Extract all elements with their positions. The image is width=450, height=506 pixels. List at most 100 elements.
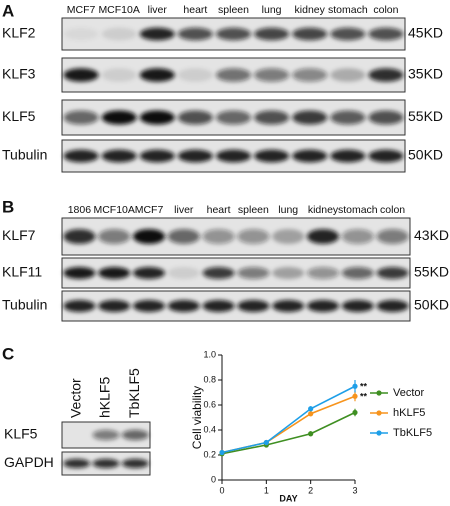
series-line: [221, 395, 356, 454]
row-label: KLF7: [2, 227, 36, 243]
bands: [63, 110, 404, 125]
band: [63, 149, 99, 163]
lane-label: spleen: [218, 4, 249, 16]
point: [352, 383, 358, 389]
band: [237, 229, 270, 244]
band: [63, 68, 99, 82]
band: [202, 229, 235, 244]
row-label: KLF2: [2, 25, 36, 41]
band: [132, 300, 166, 312]
band: [101, 149, 137, 163]
band: [376, 300, 409, 312]
band: [368, 110, 404, 125]
size-label: 35KD: [408, 66, 443, 82]
band: [63, 300, 96, 312]
point: [352, 393, 358, 399]
lane-label: colon: [380, 204, 405, 216]
point: [308, 406, 314, 412]
band: [306, 229, 340, 244]
band: [63, 110, 99, 125]
y-tick-label: 0.6: [203, 399, 216, 409]
band: [167, 300, 200, 312]
size-label: 50KD: [414, 297, 449, 313]
bands: [63, 458, 149, 469]
band: [368, 149, 404, 163]
band: [292, 149, 328, 163]
band: [272, 229, 305, 244]
row-label: KLF5: [2, 108, 36, 124]
bands: [63, 149, 404, 163]
legend-marker: [376, 390, 382, 396]
lane-label: liver: [148, 4, 168, 16]
band: [139, 149, 175, 163]
lane-label: Vector: [67, 378, 83, 418]
band: [132, 267, 166, 279]
lane-label: stomach: [338, 204, 378, 216]
y-tick-label: 0.8: [203, 374, 216, 384]
row-label: KLF3: [2, 66, 36, 82]
legend-label: TbKLF5: [393, 427, 432, 439]
y-axis-label: Cell viability: [190, 386, 204, 449]
size-label: 50KD: [408, 147, 443, 163]
x-axis-label: DAY: [279, 493, 297, 503]
band: [63, 229, 96, 244]
y-tick-label: 0.2: [203, 449, 216, 459]
band: [292, 68, 328, 82]
row-label: Tubulin: [2, 297, 47, 313]
band: [101, 68, 137, 82]
band: [215, 68, 252, 82]
band: [272, 300, 305, 312]
band: [202, 267, 235, 279]
band: [341, 300, 374, 312]
band: [177, 149, 213, 163]
size-label: 55KD: [414, 264, 449, 280]
band: [330, 68, 366, 82]
band: [292, 27, 328, 41]
band: [254, 110, 290, 125]
point: [308, 411, 314, 417]
size-label: 45KD: [408, 25, 443, 41]
band: [167, 229, 200, 244]
size-label: 55KD: [408, 108, 443, 124]
lane-label: lung: [262, 4, 282, 16]
band: [272, 267, 305, 279]
x-tick-label: 3: [352, 485, 357, 495]
row-label: KLF5: [4, 426, 38, 442]
band: [254, 149, 290, 163]
bands: [63, 68, 404, 82]
y-tick-label: 0: [211, 474, 216, 484]
lane-label: liver: [174, 204, 194, 216]
band: [63, 27, 99, 41]
lane-label: hKLF5: [97, 377, 113, 418]
bands: [63, 267, 409, 279]
size-label: 43KD: [414, 227, 449, 243]
band: [330, 110, 366, 125]
lane-label: heart: [207, 204, 231, 216]
lane-label: MCF10A: [93, 204, 134, 216]
x-tick-label: 1: [264, 485, 269, 495]
series-line: [221, 385, 356, 454]
bands: [63, 229, 409, 244]
band: [98, 300, 131, 312]
panel-label: B: [2, 197, 14, 216]
point: [308, 431, 314, 437]
band: [139, 68, 175, 82]
bands: [63, 300, 409, 312]
band: [237, 267, 270, 279]
lane-label: lung: [278, 204, 298, 216]
y-tick-label: 1.0: [203, 349, 216, 359]
lane-label: spleen: [238, 204, 269, 216]
lane-label: kidney: [295, 4, 326, 16]
band: [368, 68, 404, 82]
row-label: KLF11: [2, 264, 42, 280]
band: [139, 110, 175, 125]
bands: [63, 27, 404, 41]
lane-label: MCF10A: [98, 4, 139, 16]
point: [352, 409, 358, 416]
band: [341, 229, 374, 244]
lane-label: MCF7: [135, 204, 164, 216]
legend-marker: [376, 410, 382, 416]
band: [202, 300, 235, 312]
lane-label: heart: [183, 4, 207, 16]
